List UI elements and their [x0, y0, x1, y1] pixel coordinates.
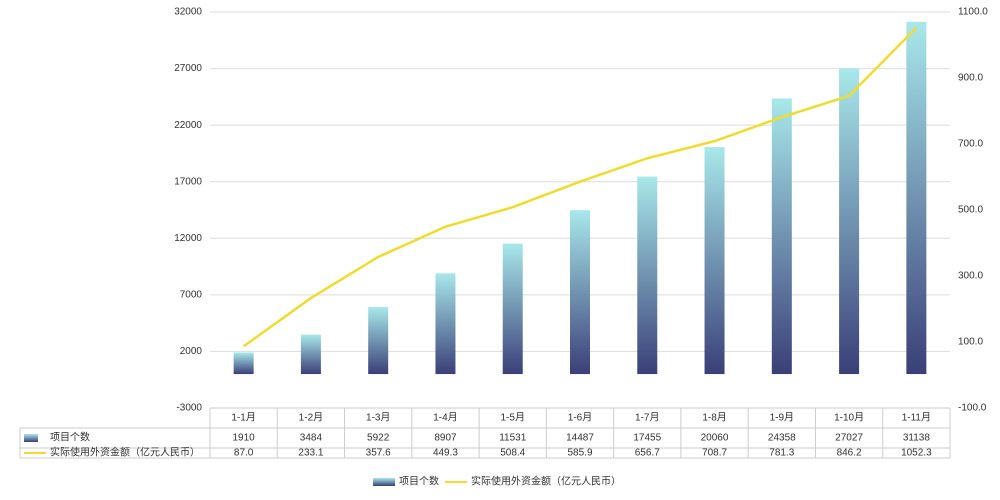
- y-tick-label: 17000: [174, 176, 202, 187]
- data-label: 3484: [300, 433, 323, 444]
- data-label: 17455: [633, 433, 661, 444]
- legend-label: 实际使用外资金额（亿元人民币）: [471, 475, 621, 488]
- x-tick-label: 1-8月: [702, 412, 726, 424]
- row-header: 实际使用外资金额（亿元人民币）: [50, 446, 200, 459]
- row-header: 项目个数: [50, 431, 90, 444]
- line: [242, 26, 918, 348]
- y-tick-label: 27000: [174, 63, 202, 74]
- y2-tick-label: 500.0: [958, 205, 983, 216]
- x-tick-label: 1-2月: [299, 412, 323, 424]
- data-label: 357.6: [366, 448, 391, 459]
- data-label: 31138: [903, 433, 931, 444]
- x-tick-label: 1-1月: [231, 412, 255, 424]
- data-label: 87.0: [234, 448, 254, 459]
- data-label: 508.4: [500, 448, 525, 459]
- y2-tick-label: 700.0: [958, 139, 983, 150]
- y-tick-label: 2000: [180, 346, 203, 357]
- bar: [233, 352, 254, 375]
- bar: [435, 273, 456, 375]
- data-label: 24358: [768, 433, 796, 444]
- y-tick-label: 7000: [180, 289, 203, 300]
- x-tick-label: 1-7月: [635, 412, 659, 424]
- y2-tick-label: 1100.0: [958, 7, 988, 18]
- data-label: 708.7: [702, 448, 727, 459]
- data-label: 233.1: [298, 448, 323, 459]
- bar: [570, 210, 590, 375]
- y2-tick-label: 900.0: [958, 73, 983, 84]
- bar: [839, 68, 860, 375]
- y-tick-label: -3000: [176, 403, 202, 414]
- data-label: 27027: [835, 433, 863, 444]
- x-tick-label: 1-11月: [902, 412, 931, 424]
- data-label: 11531: [499, 433, 527, 444]
- bar: [502, 243, 523, 375]
- x-tick-label: 1-10月: [834, 412, 864, 424]
- legend-swatch: [24, 434, 38, 442]
- data-label: 449.3: [433, 448, 458, 459]
- bar: [637, 176, 658, 375]
- x-tick-label: 1-9月: [770, 412, 794, 424]
- bar: [906, 21, 927, 375]
- data-label: 656.7: [635, 448, 660, 459]
- data-label: 8907: [434, 433, 457, 444]
- data-label: 1910: [233, 433, 256, 444]
- bar: [771, 98, 792, 375]
- y2-tick-label: 300.0: [958, 271, 983, 282]
- x-tick-label: 1-4月: [433, 412, 457, 424]
- x-tick-label: 1-3月: [366, 412, 390, 424]
- data-label: 585.9: [567, 448, 592, 459]
- y-tick-label: 22000: [174, 120, 202, 131]
- y-tick-label: 32000: [174, 7, 202, 18]
- x-tick-label: 1-6月: [568, 412, 592, 424]
- data-label: 1052.3: [901, 448, 932, 459]
- bar: [300, 334, 321, 375]
- data-label: 20060: [701, 433, 729, 444]
- x-tick-label: 1-5月: [501, 412, 525, 424]
- data-label: 14487: [566, 433, 594, 444]
- legend-label: 项目个数: [399, 475, 439, 488]
- y-tick-label: 12000: [174, 233, 202, 244]
- legend-swatch: [373, 478, 395, 486]
- bar: [368, 307, 389, 375]
- y2-tick-label: 100.0: [958, 337, 983, 348]
- data-label: 5922: [367, 433, 390, 444]
- y2-tick-label: -100.0: [958, 403, 987, 414]
- data-label: 781.3: [769, 448, 794, 459]
- data-label: 846.2: [837, 448, 862, 459]
- bar: [704, 147, 725, 375]
